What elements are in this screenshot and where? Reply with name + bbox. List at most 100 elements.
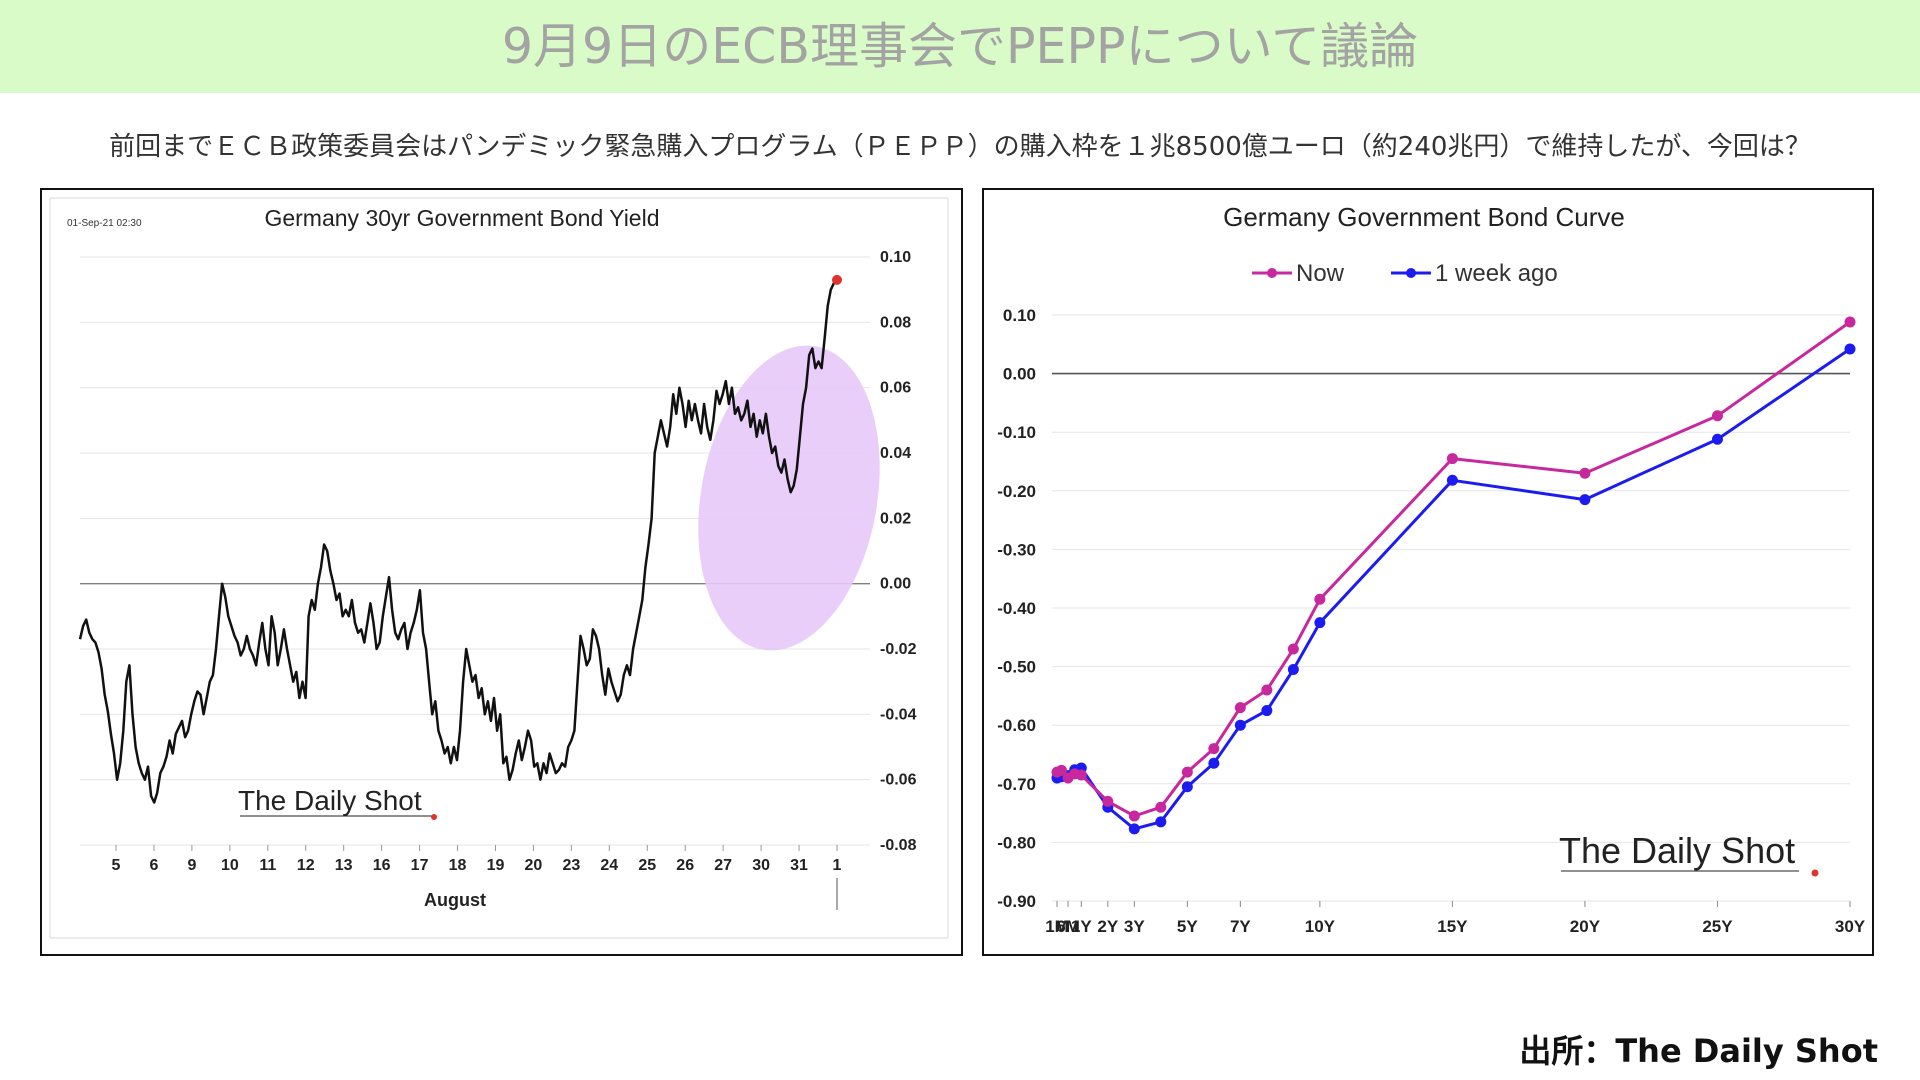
y-tick-label: -0.10	[997, 423, 1036, 442]
x-tick-label: 30	[752, 857, 770, 874]
page-subtitle: 前回までＥＣＢ政策委員会はパンデミック緊急購入プログラム（ＰＥＰＰ）の購入枠を１…	[109, 132, 1811, 162]
source-note: 出所：The Daily Shot	[1519, 1032, 1878, 1070]
x-axis-label: August	[424, 890, 486, 910]
y-tick-label: -0.20	[997, 482, 1036, 501]
series-point	[1155, 816, 1167, 828]
x-tick-label: 19	[487, 857, 505, 874]
y-tick-label: -0.30	[997, 540, 1036, 559]
series-point	[1579, 467, 1591, 479]
highlight-ellipse	[698, 345, 880, 651]
series-point	[1128, 810, 1140, 822]
x-tick-label: 25	[638, 857, 656, 874]
series-point	[1181, 781, 1193, 793]
chart-bond-curve: Germany Government Bond Curve Now 1 week a…	[997, 202, 1866, 936]
x-tick-label: 6	[149, 857, 158, 874]
legend-label: Now	[1296, 260, 1345, 287]
y-tick-label: -0.40	[997, 599, 1036, 618]
x-tick-label: 1	[833, 857, 842, 874]
series-point	[1075, 769, 1087, 781]
x-tick-label: 30Y	[1835, 917, 1866, 936]
y-tick-label: -0.06	[880, 772, 917, 789]
series-point	[1181, 766, 1193, 778]
latest-point	[832, 274, 842, 285]
x-tick-label: 7Y	[1230, 917, 1251, 936]
y-tick-label: -0.90	[997, 892, 1036, 911]
y-tick-label: -0.80	[997, 833, 1036, 852]
series-point	[1234, 702, 1246, 714]
x-tick-label: 16	[373, 857, 391, 874]
watermark-logo: The Daily Shot	[238, 785, 422, 816]
series-point	[1128, 823, 1140, 835]
x-tick-label: 6M	[1056, 917, 1080, 936]
series-point	[1314, 593, 1326, 605]
series-point	[1055, 764, 1067, 776]
x-tick-label: 25Y	[1702, 917, 1733, 936]
x-tick-label: 10	[221, 857, 239, 874]
y-tick-label: 0.00	[1003, 365, 1036, 384]
y-tick-label: -0.02	[880, 641, 917, 658]
series-point	[1446, 453, 1458, 465]
chart-30yr-yield: Germany 30yr Government Bond Yield 01-Sep…	[49, 197, 949, 939]
y-tick-label: 0.00	[880, 576, 911, 593]
x-tick-label: 27	[714, 857, 732, 874]
x-tick-label: 23	[562, 857, 580, 874]
series-point	[1234, 719, 1246, 731]
x-tick-label: 9	[187, 857, 196, 874]
x-tick-label: 18	[449, 857, 467, 874]
series-point	[1208, 743, 1220, 755]
x-tick-label: 12	[297, 857, 315, 874]
page-title: 9月9日のECB理事会でPEPPについて議論	[501, 18, 1419, 75]
series-point	[1287, 643, 1299, 655]
chart-timestamp: 01-Sep-21 02:30	[67, 218, 142, 229]
series-point	[1844, 343, 1856, 355]
series-point	[1711, 410, 1723, 422]
y-tick-label: -0.70	[997, 775, 1036, 794]
x-tick-label: 20Y	[1570, 917, 1601, 936]
series-line-yield	[78, 279, 838, 804]
watermark-logo: The Daily Shot	[1559, 830, 1795, 871]
legend-marker	[1267, 268, 1277, 278]
x-tick-label: 1Y	[1071, 917, 1092, 936]
y-tick-label: 0.04	[880, 445, 911, 462]
y-tick-label: 0.08	[880, 314, 911, 331]
series-point	[1314, 617, 1326, 629]
title-banner: 9月9日のECB理事会でPEPPについて議論	[0, 0, 1920, 93]
x-tick-label: 26	[676, 857, 694, 874]
y-tick-label: -0.04	[880, 706, 917, 723]
series-line	[1056, 320, 1851, 818]
y-tick-label: 0.10	[880, 249, 911, 266]
x-tick-label: 17	[411, 857, 429, 874]
chart-frame	[49, 197, 949, 939]
series-point	[1261, 684, 1273, 696]
chart-title: Germany 30yr Government Bond Yield	[264, 205, 659, 231]
y-tick-label: 0.02	[880, 510, 911, 527]
x-tick-label: 3Y	[1124, 917, 1145, 936]
chart-panel-30yr-yield: Germany 30yr Government Bond Yield 01-Sep…	[40, 188, 963, 956]
series-point	[1208, 757, 1220, 769]
y-tick-label: 0.06	[880, 380, 911, 397]
x-tick-label: 15Y	[1437, 917, 1468, 936]
y-tick-label: 0.10	[1003, 306, 1036, 325]
watermark-dot	[1811, 869, 1819, 877]
legend-label: 1 week ago	[1435, 260, 1558, 287]
x-tick-label: 5	[112, 857, 121, 874]
series-point	[1844, 316, 1856, 328]
series-point	[1102, 795, 1114, 807]
series-point	[1579, 494, 1591, 506]
x-tick-label: 11	[259, 857, 276, 874]
x-tick-label: 31	[790, 857, 808, 874]
x-tick-label: 24	[600, 857, 618, 874]
chart-panel-bond-curve: Germany Government Bond Curve Now 1 week a…	[982, 188, 1874, 956]
x-tick-label: 2Y	[1097, 917, 1118, 936]
series-point	[1711, 433, 1723, 445]
y-tick-label: -0.50	[997, 658, 1036, 677]
series-point	[1287, 664, 1299, 676]
x-tick-label: 1M	[1045, 917, 1069, 936]
series-point	[1261, 705, 1273, 717]
chart-title: Germany Government Bond Curve	[1223, 202, 1625, 232]
x-tick-label: 10Y	[1305, 917, 1336, 936]
y-tick-label: -0.60	[997, 716, 1036, 735]
watermark-dot	[431, 814, 437, 820]
x-tick-label: 5Y	[1177, 917, 1198, 936]
x-tick-label: 20	[525, 857, 543, 874]
